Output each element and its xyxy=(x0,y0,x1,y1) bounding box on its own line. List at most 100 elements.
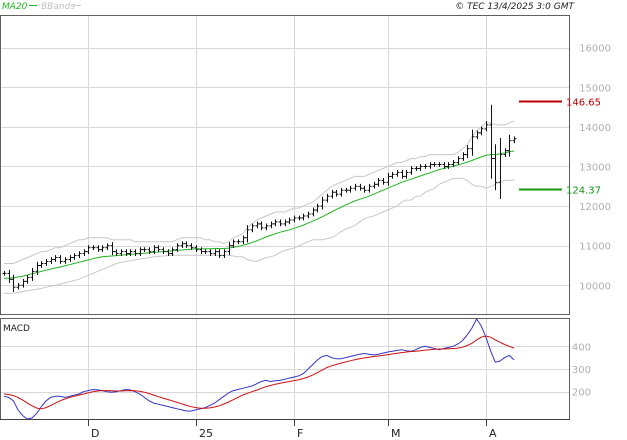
ohlc-bar xyxy=(30,267,35,281)
ohlc-bar xyxy=(170,247,175,256)
x-tick-label: 25 xyxy=(199,427,213,440)
ohlc-bar xyxy=(470,129,475,156)
ohlc-bar xyxy=(21,278,26,288)
ohlc-bar xyxy=(334,189,339,197)
ohlc-bar xyxy=(250,223,255,233)
ohlc-bar xyxy=(194,245,199,253)
ohlc-bar xyxy=(479,126,484,136)
ohlc-bar xyxy=(53,255,58,262)
macd-title: MACD xyxy=(3,324,30,334)
ohlc-bar xyxy=(269,221,274,229)
ohlc-bar xyxy=(404,170,409,179)
ohlc-bar xyxy=(180,241,185,249)
ohlc-bar xyxy=(503,148,508,157)
ohlc-bar xyxy=(25,274,30,284)
macd-signal-line xyxy=(3,335,515,410)
price-y-tick-label: 10000 xyxy=(579,281,611,292)
ohlc-bar xyxy=(11,274,16,293)
ohlc-bar xyxy=(152,245,157,254)
ohlc-bar xyxy=(208,249,213,256)
ohlc-bar xyxy=(297,215,302,221)
ohlc-bar xyxy=(273,219,278,227)
price-y-tick-label: 12000 xyxy=(579,202,611,213)
ohlc-bar xyxy=(465,145,470,159)
macd-y-tick-label: 300 xyxy=(572,365,591,376)
ma20-line-group xyxy=(4,150,515,279)
ma-legend-label: MA20 xyxy=(2,2,28,12)
ohlc-bar xyxy=(217,249,222,258)
ohlc-bar xyxy=(133,249,138,256)
ohlc-bar xyxy=(100,245,105,253)
ohlc-bar xyxy=(156,245,161,253)
ma20-line xyxy=(4,150,515,279)
ohlc-bar xyxy=(241,235,246,245)
ohlc-bar xyxy=(395,170,400,177)
ohlc-bar xyxy=(446,162,451,169)
ohlc-bar xyxy=(437,162,442,167)
price-levels: 146.65 124.37 xyxy=(519,98,601,197)
ohlc-bar xyxy=(507,134,512,157)
ohlc-bar xyxy=(325,193,330,203)
price-y-tick-label: 15000 xyxy=(579,83,611,94)
ohlc-bar xyxy=(110,242,115,256)
ohlc-bar xyxy=(283,219,288,227)
ohlc-bar xyxy=(161,247,166,254)
ohlc-bar xyxy=(348,185,353,193)
ohlc-bar xyxy=(362,185,367,193)
ohlc-bar xyxy=(236,239,241,245)
ohlc-bar xyxy=(72,253,77,260)
ohlc-bar xyxy=(301,213,306,221)
ohlc-bar xyxy=(339,187,344,197)
price-y-tick-label: 14000 xyxy=(579,123,611,134)
ohlc-bar xyxy=(414,166,419,171)
ohlc-bar xyxy=(227,242,232,256)
bband-lower-line xyxy=(4,177,514,294)
ohlc-bar xyxy=(35,261,40,275)
ohlc-bar xyxy=(86,245,91,254)
x-tick-label: A xyxy=(489,427,497,440)
ohlc-bar xyxy=(142,247,147,253)
ohlc-bar xyxy=(119,249,124,256)
ohlc-bar xyxy=(306,211,311,219)
ohlc-bar xyxy=(358,183,363,191)
ohlc-bar xyxy=(432,162,437,167)
ohlc-bar xyxy=(184,241,189,249)
ohlc-bar xyxy=(166,249,171,256)
ohlc-bar xyxy=(63,257,68,264)
ohlc-bar xyxy=(245,225,250,243)
ohlc-bar xyxy=(44,259,49,266)
ohlc-bar xyxy=(461,152,466,161)
ohlc-bar xyxy=(475,130,480,140)
ohlc-bar xyxy=(203,249,208,254)
ohlc-bar xyxy=(330,189,335,199)
ohlc-bar xyxy=(264,223,269,231)
copyright-text: © TEC 13/4/2025 3:0 GMT xyxy=(455,2,575,12)
x-tick-label: F xyxy=(297,427,303,440)
ohlc-bar xyxy=(91,245,96,251)
ohlc-bar xyxy=(96,245,101,253)
ohlc-bar xyxy=(442,162,447,169)
ohlc-bar xyxy=(292,215,297,223)
ohlc-bar xyxy=(489,104,494,179)
x-tick-label: D xyxy=(91,427,99,440)
ohlc-bars xyxy=(2,104,517,293)
ohlc-bar xyxy=(451,160,456,167)
ohlc-bar xyxy=(39,261,44,268)
ohlc-bar xyxy=(428,162,433,169)
bbands-legend-label: BBands xyxy=(41,2,75,12)
macd-macd-line xyxy=(3,318,515,420)
ohlc-bar xyxy=(320,196,325,210)
ohlc-bar xyxy=(386,172,391,186)
macd-lines xyxy=(3,318,515,420)
ohlc-bar xyxy=(189,243,194,251)
ohlc-bar xyxy=(138,247,143,256)
y-axis-ticks: 10000 11000 12000 13000 14000 15000 16000 200 30… xyxy=(572,44,611,399)
ohlc-bar xyxy=(512,136,517,144)
ohlc-bar xyxy=(82,249,87,256)
ohlc-bar xyxy=(7,269,12,283)
macd-y-tick-label: 200 xyxy=(572,388,591,399)
ohlc-bar xyxy=(315,203,320,213)
x-tick-label: M xyxy=(391,427,401,440)
price-y-tick-label: 16000 xyxy=(579,44,611,55)
